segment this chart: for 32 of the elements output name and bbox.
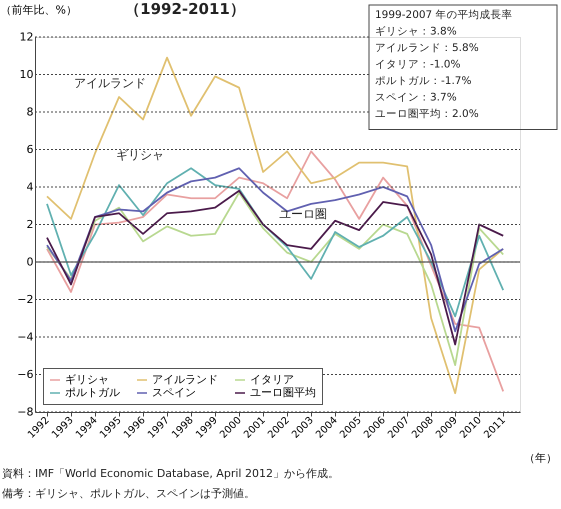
annotation: ポルトガル：-1.7% <box>375 75 472 87</box>
legend-label: アイルランド <box>152 373 218 386</box>
legend-label: ポルトガル <box>65 386 120 399</box>
legend-label: ギリシャ <box>65 373 109 386</box>
y-tick-label: −8 <box>17 406 34 418</box>
y-tick-label: 8 <box>26 106 34 118</box>
y-tick-label: 4 <box>26 180 34 194</box>
x-axis-title: （年） <box>524 452 557 464</box>
legend-label: スペイン <box>152 386 196 399</box>
legend-label: ユーロ圏平均 <box>250 386 316 399</box>
annotation: イタリア：-1.0% <box>375 58 460 70</box>
text: 資料：IMF「World Economic Database, April 2012」から作成。 <box>2 467 339 480</box>
y-axis-title: （前年比、%） <box>0 4 77 16</box>
annotation: ギリシャ <box>116 148 164 162</box>
text: 1999-2007 年の平均成長率 <box>375 8 513 21</box>
y-tick-label: −4 <box>17 330 34 344</box>
y-tick-label: 12 <box>20 30 34 44</box>
annotation: スペイン：3.7% <box>375 92 457 104</box>
y-tick-label: −6 <box>17 368 34 381</box>
annotation: ユーロ圏平均：2.0% <box>375 108 479 120</box>
annotation: ギリシャ：3.8% <box>375 26 457 38</box>
text: 備考：ギリシャ、ポルトガル、スペインは予測値。 <box>2 487 255 500</box>
y-tick-label: 0 <box>26 256 34 268</box>
y-tick-label: 10 <box>20 68 34 81</box>
y-tick-label: 2 <box>26 218 34 231</box>
annotation: アイルランド：5.8% <box>375 42 479 54</box>
y-tick-label: 6 <box>26 143 34 156</box>
legend-label: イタリア <box>250 373 294 386</box>
chart-title: （1992-2011） <box>125 0 245 18</box>
y-tick-label: −2 <box>17 293 34 306</box>
annotation: ユーロ圏 <box>279 207 327 221</box>
annotation: アイルランド <box>74 76 146 90</box>
